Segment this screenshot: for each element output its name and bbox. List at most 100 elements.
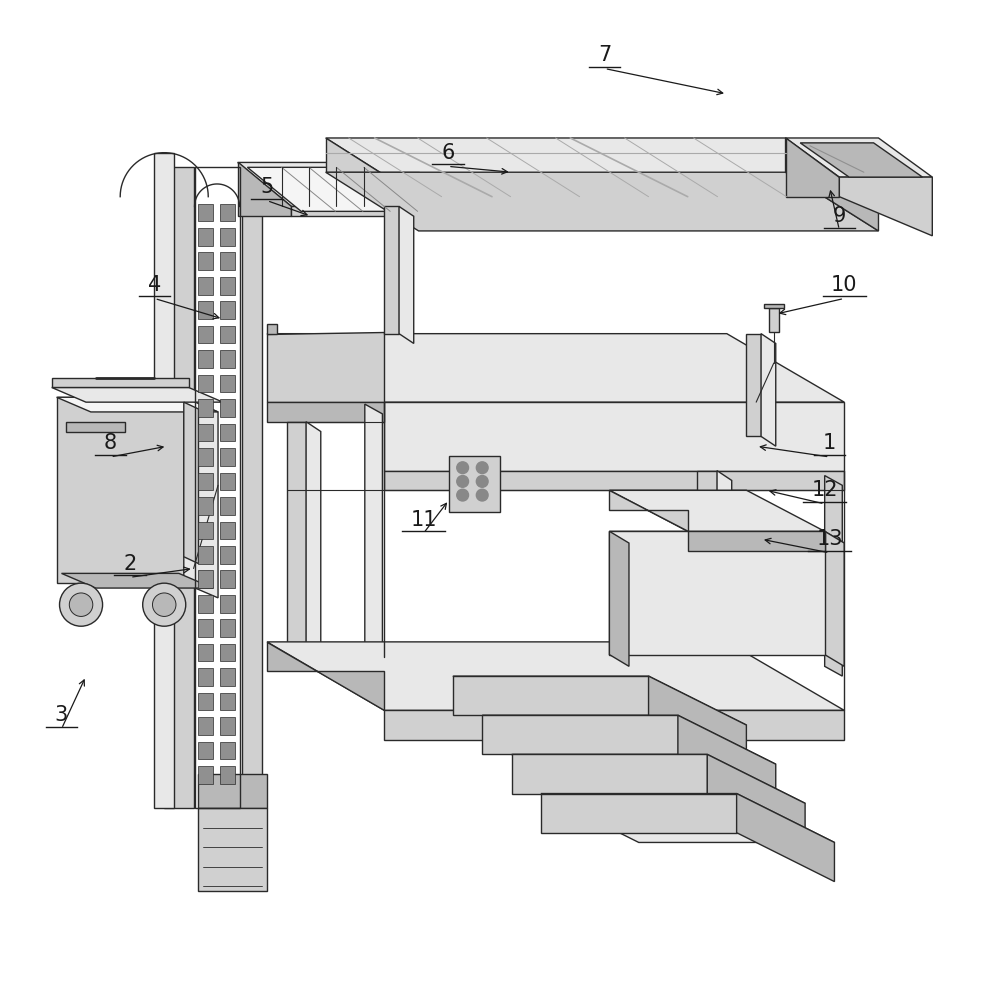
Polygon shape	[306, 422, 321, 666]
Polygon shape	[385, 471, 844, 490]
Polygon shape	[737, 794, 834, 882]
Polygon shape	[609, 531, 825, 655]
Polygon shape	[785, 138, 879, 231]
Polygon shape	[199, 375, 214, 392]
Polygon shape	[707, 754, 805, 842]
Polygon shape	[220, 448, 234, 466]
Circle shape	[457, 489, 468, 501]
Polygon shape	[199, 326, 214, 343]
Polygon shape	[220, 350, 234, 368]
Polygon shape	[220, 375, 234, 392]
Polygon shape	[61, 573, 214, 588]
Polygon shape	[512, 754, 707, 794]
Polygon shape	[267, 332, 385, 402]
Polygon shape	[764, 304, 783, 308]
Polygon shape	[220, 399, 234, 417]
Polygon shape	[365, 404, 383, 657]
Polygon shape	[247, 167, 438, 211]
Polygon shape	[199, 473, 214, 490]
Polygon shape	[267, 324, 277, 334]
Polygon shape	[267, 402, 385, 422]
Polygon shape	[52, 378, 189, 387]
Polygon shape	[839, 177, 932, 236]
Polygon shape	[199, 522, 214, 539]
Polygon shape	[199, 546, 214, 564]
Polygon shape	[154, 153, 174, 808]
Polygon shape	[541, 794, 737, 833]
Polygon shape	[800, 143, 923, 177]
Polygon shape	[541, 794, 834, 842]
Polygon shape	[220, 693, 234, 710]
Polygon shape	[66, 422, 125, 432]
Polygon shape	[199, 350, 214, 368]
Polygon shape	[688, 531, 825, 551]
Polygon shape	[453, 676, 648, 715]
Polygon shape	[220, 326, 234, 343]
Polygon shape	[267, 642, 385, 710]
Polygon shape	[199, 717, 214, 735]
Polygon shape	[267, 642, 844, 710]
Polygon shape	[698, 471, 717, 657]
Polygon shape	[825, 476, 842, 676]
Polygon shape	[220, 301, 234, 319]
Polygon shape	[199, 693, 214, 710]
Polygon shape	[220, 570, 234, 588]
Polygon shape	[199, 766, 214, 784]
Polygon shape	[199, 497, 214, 515]
Polygon shape	[286, 422, 306, 657]
Text: 3: 3	[55, 705, 68, 725]
Text: 7: 7	[598, 45, 611, 65]
Polygon shape	[678, 715, 775, 803]
Circle shape	[59, 583, 102, 626]
Polygon shape	[291, 206, 448, 216]
Polygon shape	[237, 162, 448, 206]
Polygon shape	[199, 595, 214, 613]
Polygon shape	[199, 277, 214, 295]
Circle shape	[476, 489, 488, 501]
Polygon shape	[199, 742, 214, 759]
Polygon shape	[220, 252, 234, 270]
Polygon shape	[184, 402, 199, 564]
Polygon shape	[237, 162, 291, 216]
Polygon shape	[220, 204, 234, 221]
Polygon shape	[199, 644, 214, 661]
Polygon shape	[199, 301, 214, 319]
Polygon shape	[220, 595, 234, 613]
Polygon shape	[326, 172, 879, 231]
Text: 5: 5	[261, 177, 274, 197]
Polygon shape	[220, 228, 234, 246]
Polygon shape	[220, 644, 234, 661]
Polygon shape	[220, 619, 234, 637]
Polygon shape	[220, 497, 234, 515]
Polygon shape	[199, 228, 214, 246]
Polygon shape	[785, 138, 839, 197]
Polygon shape	[609, 531, 629, 666]
Polygon shape	[220, 522, 234, 539]
Polygon shape	[220, 424, 234, 441]
Polygon shape	[609, 531, 844, 543]
Circle shape	[457, 476, 468, 487]
Circle shape	[476, 462, 488, 474]
Text: 12: 12	[812, 480, 838, 500]
Text: 6: 6	[441, 143, 455, 163]
Polygon shape	[199, 619, 214, 637]
Text: 1: 1	[823, 433, 836, 453]
Text: 13: 13	[817, 529, 843, 549]
Polygon shape	[400, 206, 413, 343]
Text: 2: 2	[123, 554, 137, 574]
Polygon shape	[761, 334, 775, 446]
Polygon shape	[482, 715, 678, 754]
Polygon shape	[385, 402, 844, 471]
Polygon shape	[220, 766, 234, 784]
Polygon shape	[785, 138, 932, 177]
Polygon shape	[609, 490, 688, 531]
Polygon shape	[242, 197, 262, 808]
Polygon shape	[57, 397, 218, 412]
Polygon shape	[385, 710, 844, 740]
Polygon shape	[199, 808, 267, 891]
Polygon shape	[184, 397, 218, 598]
Polygon shape	[512, 754, 805, 803]
Circle shape	[457, 462, 468, 474]
Polygon shape	[220, 742, 234, 759]
Polygon shape	[199, 774, 267, 808]
